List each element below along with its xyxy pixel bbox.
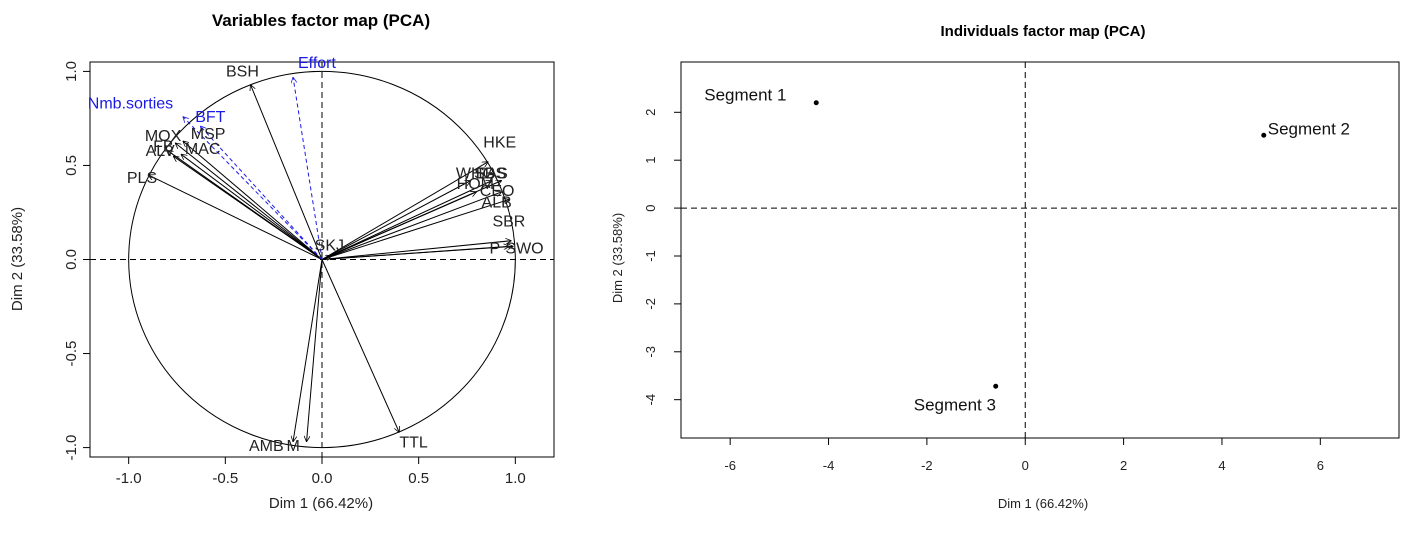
arrow-bft bbox=[200, 126, 323, 260]
arrow-msp bbox=[183, 141, 323, 260]
variable-label-ceo: CEO bbox=[480, 183, 515, 200]
individuals-xlabel: Dim 1 (66.42%) bbox=[998, 496, 1088, 511]
y-tick-label: 1 bbox=[643, 157, 658, 164]
segment-point bbox=[813, 100, 819, 106]
arrow-pls bbox=[148, 175, 323, 260]
segment-point bbox=[993, 383, 999, 389]
x-tick-label: 0 bbox=[1022, 458, 1029, 473]
x-tick-label: -2 bbox=[921, 458, 933, 473]
variable-label-bsh: BSH bbox=[226, 64, 259, 81]
arrow-effort bbox=[293, 77, 323, 260]
y-tick-label: -4 bbox=[643, 394, 658, 406]
variable-label-effort: Effort bbox=[298, 55, 337, 72]
segment-label: Segment 3 bbox=[914, 395, 996, 414]
variable-label-sbr: SBR bbox=[492, 214, 525, 231]
y-tick-label: -0.5 bbox=[63, 341, 80, 367]
variable-label-m: M bbox=[287, 438, 300, 455]
x-tick-label: 1.0 bbox=[505, 470, 526, 487]
arrow-alb bbox=[321, 199, 510, 260]
variable-label-skj: SKJ bbox=[315, 238, 344, 255]
variable-label-p: P bbox=[490, 240, 501, 257]
variable-label-alb: ALB bbox=[482, 194, 512, 211]
individuals-axes: -6 -4 -2 0 2 4 6 -4 -3 -2 -1 0 1 2 bbox=[643, 109, 1324, 473]
variable-label-fb: FB bbox=[153, 138, 173, 155]
variable-label-mox: MOX bbox=[145, 128, 182, 145]
variable-label-pls: PLS bbox=[127, 170, 157, 187]
segment-label: Segment 1 bbox=[704, 86, 786, 105]
arrow-whg bbox=[321, 180, 471, 260]
x-tick-label: -1.0 bbox=[116, 470, 142, 487]
variable-label-hke: HKE bbox=[483, 135, 516, 152]
y-tick-label: 0.5 bbox=[63, 155, 80, 176]
arrow-mac bbox=[181, 154, 323, 260]
individuals-chart: Individuals factor map (PCA) -6 -4 -2 0 2 4 6-… bbox=[610, 23, 1400, 511]
variable-label-bft: BFT bbox=[195, 109, 225, 126]
arrow-bsh bbox=[250, 85, 323, 260]
variable-label-mac: MAC bbox=[185, 141, 221, 158]
arrow-sbr bbox=[321, 241, 511, 260]
variable-label-hom: HOM bbox=[457, 176, 494, 193]
variables-ylabel: Dim 2 (33.58%) bbox=[9, 207, 26, 311]
arrow-swo bbox=[321, 246, 513, 260]
x-tick-label: 0.0 bbox=[312, 470, 333, 487]
arrow-alv bbox=[173, 156, 323, 260]
y-tick-label: -2 bbox=[643, 298, 658, 310]
y-tick-label: -1.0 bbox=[63, 435, 80, 461]
individuals-ylabel: Dim 2 (33.58%) bbox=[610, 213, 625, 303]
x-tick-label: -6 bbox=[724, 458, 736, 473]
x-tick-label: 2 bbox=[1120, 458, 1127, 473]
arrow-hom bbox=[321, 192, 477, 260]
variables-arrows bbox=[148, 77, 513, 442]
variables-chart: Variables factor map (PCA) -1.0 -0.5 0.0 0.… bbox=[9, 11, 555, 512]
individuals-points: Segment 1 Segment 2 Segment 3 bbox=[704, 86, 1350, 415]
variable-label-ttl: TTL bbox=[399, 435, 428, 452]
arrow-m bbox=[307, 259, 323, 442]
y-tick-label: 0 bbox=[643, 204, 658, 211]
arrow-nmb-sorties bbox=[183, 117, 323, 260]
arrow-hke bbox=[321, 162, 488, 260]
variable-label-nmb-sorties: Nmb.sorties bbox=[88, 96, 173, 113]
correlation-circle bbox=[128, 70, 516, 449]
variable-label-alv: ALV bbox=[146, 143, 175, 160]
segment-point bbox=[1261, 132, 1267, 138]
variable-label-sbs: SBS bbox=[474, 166, 506, 183]
y-tick-label: 2 bbox=[643, 109, 658, 116]
segment-label: Segment 2 bbox=[1268, 119, 1350, 138]
individuals-chart-title: Individuals factor map (PCA) bbox=[940, 23, 1145, 40]
individuals-plot-frame bbox=[680, 61, 1400, 439]
x-tick-label: 0.5 bbox=[408, 470, 429, 487]
arrow-ceo bbox=[321, 192, 502, 260]
arrow-ttl bbox=[321, 259, 399, 433]
individuals-reference-lines bbox=[681, 62, 1399, 438]
arrow-skj bbox=[321, 256, 332, 260]
x-tick-label: 4 bbox=[1218, 458, 1225, 473]
variables-axes: -1.0 -0.5 0.0 0.5 1.0 -1.0 -0.5 0.0 0.5 1.0 bbox=[63, 61, 526, 487]
variable-label-eas: EAS bbox=[476, 166, 508, 183]
y-tick-label: -1 bbox=[643, 250, 658, 262]
arrow-mox bbox=[175, 143, 323, 260]
variable-label-msp: MSP bbox=[191, 126, 226, 143]
variable-label-whg: WHG bbox=[456, 166, 495, 183]
x-tick-label: -4 bbox=[823, 458, 835, 473]
y-tick-label: 1.0 bbox=[63, 61, 80, 82]
x-tick-label: 6 bbox=[1317, 458, 1324, 473]
x-tick-label: -0.5 bbox=[212, 470, 238, 487]
y-tick-label: 0.0 bbox=[63, 249, 80, 270]
arrow-amb bbox=[293, 259, 323, 442]
y-tick-label: -3 bbox=[643, 346, 658, 358]
variables-chart-title: Variables factor map (PCA) bbox=[212, 11, 430, 30]
variable-label-amb: AMB bbox=[249, 438, 284, 455]
variables-xlabel: Dim 1 (66.42%) bbox=[269, 495, 373, 512]
variable-label-swo: SWO bbox=[505, 240, 543, 257]
arrow-sbs bbox=[321, 181, 492, 260]
